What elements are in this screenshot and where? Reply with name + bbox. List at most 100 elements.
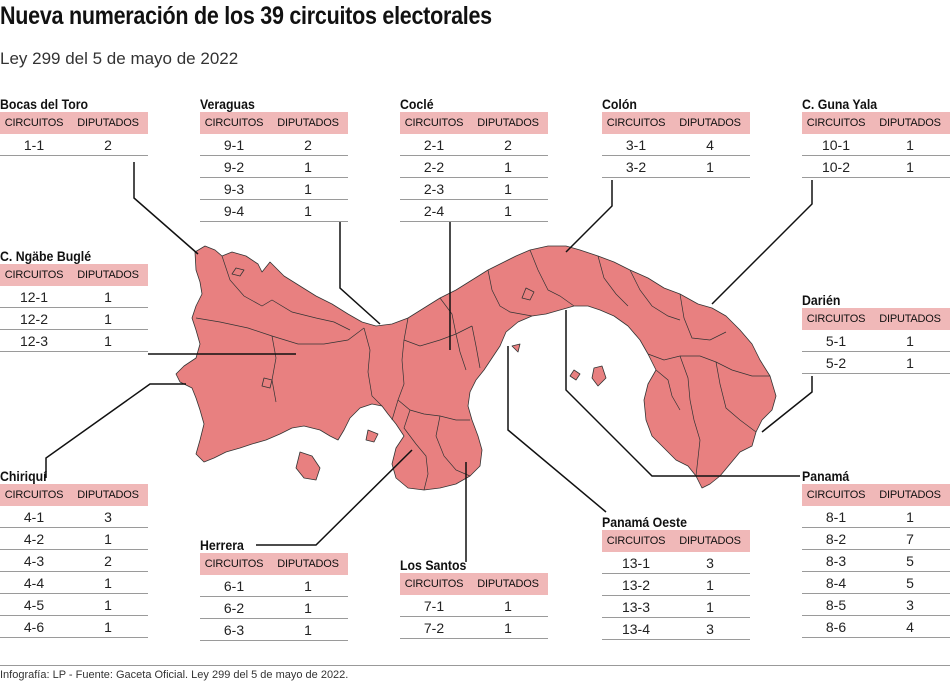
deputies-cell: 1 xyxy=(870,330,950,352)
region-panamaoeste: Panamá Oeste CIRCUITOS DIPUTADOS 13-1 3 13… xyxy=(602,514,750,640)
table-row: 8-6 4 xyxy=(802,615,950,638)
circuit-table: CIRCUITOS DIPUTADOS 6-1 1 6-2 1 6-3 1 xyxy=(200,553,348,641)
deputies-cell: 1 xyxy=(468,616,548,639)
deputies-cell: 1 xyxy=(68,593,148,616)
circuit-cell: 4-4 xyxy=(0,571,68,594)
col-header-circuits: CIRCUITOS xyxy=(400,112,468,134)
circuit-cell: 8-5 xyxy=(802,593,870,616)
region-name: Herrera xyxy=(200,537,244,553)
col-header-circuits: CIRCUITOS xyxy=(400,573,468,595)
boundary-line xyxy=(221,255,351,331)
circuit-cell: 4-1 xyxy=(0,506,68,528)
deputies-cell: 1 xyxy=(68,571,148,594)
col-header-deputies: DIPUTADOS xyxy=(68,264,148,286)
circuit-cell: 12-3 xyxy=(0,329,68,352)
circuit-table: CIRCUITOS DIPUTADOS 3-1 4 3-2 1 xyxy=(602,112,750,178)
table-row: 9-3 1 xyxy=(200,177,348,200)
deputies-cell: 1 xyxy=(870,351,950,374)
table-row: 6-3 1 xyxy=(200,618,348,641)
circuit-cell: 3-2 xyxy=(602,155,670,178)
boundary-line xyxy=(715,361,757,433)
circuit-table: CIRCUITOS DIPUTADOS 1-1 2 xyxy=(0,112,148,156)
region-name: Colón xyxy=(602,96,637,112)
table-row: 8-2 7 xyxy=(802,527,950,550)
mainland-shape xyxy=(175,245,777,491)
leader-colon xyxy=(565,180,613,253)
region-name: C. Guna Yala xyxy=(802,96,878,112)
deputies-cell: 1 xyxy=(68,286,148,308)
table-row: 10-2 1 xyxy=(802,155,950,178)
island-shape xyxy=(511,343,521,353)
boundary-line xyxy=(679,355,701,477)
region-herrera: Herrera CIRCUITOS DIPUTADOS 6-1 1 6-2 1 6-3… xyxy=(200,537,348,641)
leader-chiriqui xyxy=(45,383,186,478)
deputies-cell: 3 xyxy=(670,617,750,640)
region-colon: Colón CIRCUITOS DIPUTADOS 3-1 4 3-2 1 xyxy=(602,96,750,178)
region-name: Panamá Oeste xyxy=(602,514,687,530)
table-row: 2-1 2 xyxy=(400,134,548,156)
region-name: Coclé xyxy=(400,96,434,112)
circuit-table: CIRCUITOS DIPUTADOS 8-1 1 8-2 7 8-3 5 8-4 5 8… xyxy=(802,484,950,638)
table-row: 3-2 1 xyxy=(602,155,750,178)
island-shape xyxy=(569,369,581,381)
table-row: 4-6 1 xyxy=(0,615,148,638)
deputies-cell: 1 xyxy=(870,506,950,528)
circuit-cell: 9-1 xyxy=(200,134,268,156)
island-shape xyxy=(231,267,245,277)
circuit-table: CIRCUITOS DIPUTADOS 2-1 2 2-2 1 2-3 1 2-4 1 xyxy=(400,112,548,222)
region-name: Darién xyxy=(802,292,841,308)
table-row: 13-3 1 xyxy=(602,595,750,618)
col-header-circuits: CIRCUITOS xyxy=(802,308,870,330)
region-chiriqui: Chiriquí CIRCUITOS DIPUTADOS 4-1 3 4-2 1 4-… xyxy=(0,468,148,638)
region-name: Veraguas xyxy=(200,96,255,112)
circuit-cell: 10-1 xyxy=(802,134,870,156)
circuit-cell: 8-4 xyxy=(802,571,870,594)
boundary-line xyxy=(403,409,429,491)
leader-herrera xyxy=(256,449,413,546)
col-header-circuits: CIRCUITOS xyxy=(200,112,268,134)
col-header-circuits: CIRCUITOS xyxy=(200,553,268,575)
deputies-cell: 1 xyxy=(68,329,148,352)
deputies-cell: 1 xyxy=(870,134,950,156)
circuit-cell: 7-1 xyxy=(400,595,468,617)
boundary-line xyxy=(435,415,471,477)
region-cocle: Coclé CIRCUITOS DIPUTADOS 2-1 2 2-2 1 2-3 1 … xyxy=(400,96,548,222)
deputies-cell: 2 xyxy=(68,549,148,572)
col-header-deputies: DIPUTADOS xyxy=(870,112,950,134)
col-header-circuits: CIRCUITOS xyxy=(0,484,68,506)
table-row: 4-3 2 xyxy=(0,549,148,572)
leader-darien xyxy=(761,376,813,433)
deputies-cell: 2 xyxy=(268,134,348,156)
deputies-cell: 1 xyxy=(670,573,750,596)
table-row: 8-1 1 xyxy=(802,506,950,528)
region-name: Bocas del Toro xyxy=(0,96,89,112)
island-shape xyxy=(261,377,273,389)
col-header-deputies: DIPUTADOS xyxy=(670,530,750,552)
boundary-line xyxy=(679,293,727,341)
circuit-cell: 12-1 xyxy=(0,286,68,308)
boundary-line xyxy=(195,317,365,345)
circuit-table: CIRCUITOS DIPUTADOS 9-1 2 9-2 1 9-3 1 9-4 1 xyxy=(200,112,348,222)
deputies-cell: 1 xyxy=(68,615,148,638)
region-panama: Panamá CIRCUITOS DIPUTADOS 8-1 1 8-2 7 8-3 5… xyxy=(802,468,950,638)
circuit-cell: 2-2 xyxy=(400,155,468,178)
table-row: 13-4 3 xyxy=(602,617,750,640)
circuit-cell: 9-3 xyxy=(200,177,268,200)
col-header-circuits: CIRCUITOS xyxy=(0,112,68,134)
table-row: 6-2 1 xyxy=(200,596,348,619)
circuit-table: CIRCUITOS DIPUTADOS 10-1 1 10-2 1 xyxy=(802,112,950,178)
island-shape xyxy=(365,429,379,443)
boundary-line xyxy=(647,353,770,377)
col-header-deputies: DIPUTADOS xyxy=(468,112,548,134)
circuit-cell: 3-1 xyxy=(602,134,670,156)
circuit-cell: 2-4 xyxy=(400,199,468,222)
col-header-deputies: DIPUTADOS xyxy=(268,112,348,134)
col-header-deputies: DIPUTADOS xyxy=(870,308,950,330)
circuit-cell: 8-2 xyxy=(802,527,870,550)
region-veraguas: Veraguas CIRCUITOS DIPUTADOS 9-1 2 9-2 1 9-… xyxy=(200,96,348,222)
boundary-line xyxy=(487,269,533,317)
table-row: 4-5 1 xyxy=(0,593,148,616)
circuit-table: CIRCUITOS DIPUTADOS 4-1 3 4-2 1 4-3 2 4-4 1 4… xyxy=(0,484,148,638)
boundary-line xyxy=(655,369,681,411)
table-row: 9-2 1 xyxy=(200,155,348,178)
